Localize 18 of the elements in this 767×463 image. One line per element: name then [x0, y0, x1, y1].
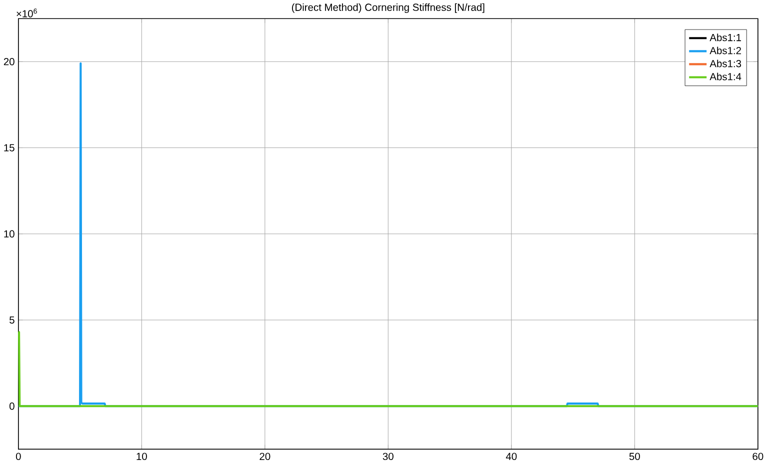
y-tick-label: 5 [10, 316, 14, 324]
legend-label: Abs1:1 [710, 33, 741, 41]
y-tick-label: 15 [4, 144, 14, 152]
x-tick-label: 30 [382, 452, 394, 460]
x-tick-label: 10 [136, 452, 147, 460]
y-tick-label: 10 [4, 230, 14, 238]
legend-label: Abs1:2 [710, 46, 741, 54]
chart-title: (Direct Method) Cornering Stiffness [N/rad] [292, 3, 484, 13]
x-tick-label: 50 [629, 452, 640, 460]
x-tick-label: 20 [260, 452, 270, 460]
y-tick-label: 20 [4, 58, 14, 66]
x-tick-label: 40 [506, 452, 517, 460]
legend-label: Abs1:3 [710, 59, 742, 68]
y-tick-label: 0 [10, 402, 14, 410]
legend-label: Abs1:4 [710, 72, 742, 80]
x-tick-label: 0 [16, 452, 21, 460]
text: ×10$^{6}$ [16, 8, 37, 18]
x-tick-label: 60 [752, 452, 764, 460]
